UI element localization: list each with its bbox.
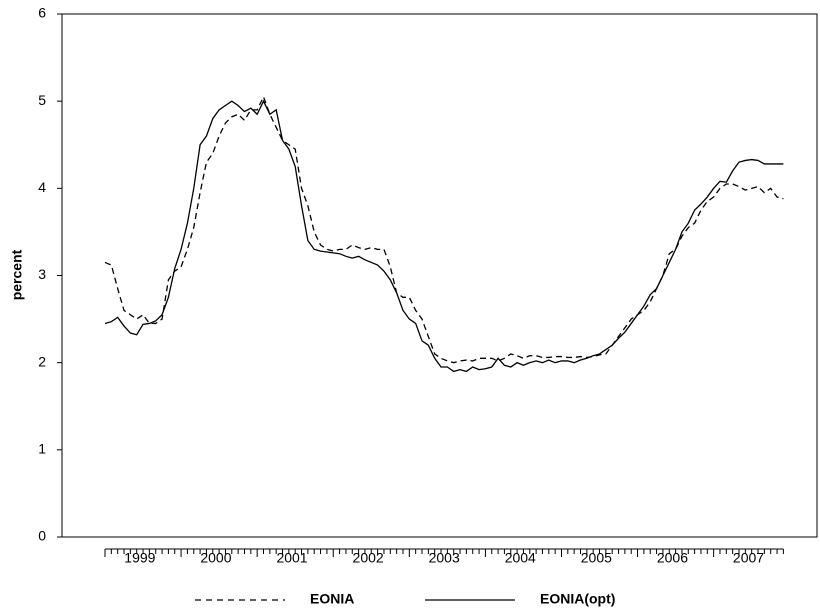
data-line — [104, 95, 784, 364]
x-tick-label: 2006 — [657, 550, 688, 566]
data-line — [104, 99, 784, 373]
x-tick-label: 1999 — [124, 550, 155, 566]
y-tick-label: 6 — [38, 5, 46, 21]
y-tick-label: 5 — [38, 92, 46, 108]
y-tick-label: 4 — [38, 179, 46, 195]
x-tick-label: 2004 — [505, 550, 536, 566]
plot-frame — [61, 13, 818, 538]
x-tick-label: 2000 — [200, 550, 231, 566]
y-tick-label: 3 — [38, 266, 46, 282]
x-tick-label: 2005 — [581, 550, 612, 566]
x-tick-label: 2007 — [733, 550, 764, 566]
x-tick-label: 2001 — [276, 550, 307, 566]
y-tick-label: 2 — [38, 353, 46, 369]
x-tick-label: 2002 — [353, 550, 384, 566]
y-tick-label: 1 — [38, 441, 46, 457]
y-tick-label: 0 — [38, 528, 46, 544]
legend-label: EONIA(opt) — [540, 591, 615, 607]
x-tick-label: 2003 — [429, 550, 460, 566]
legend-label: EONIA — [310, 591, 354, 607]
y-axis-label: percent — [9, 249, 25, 300]
